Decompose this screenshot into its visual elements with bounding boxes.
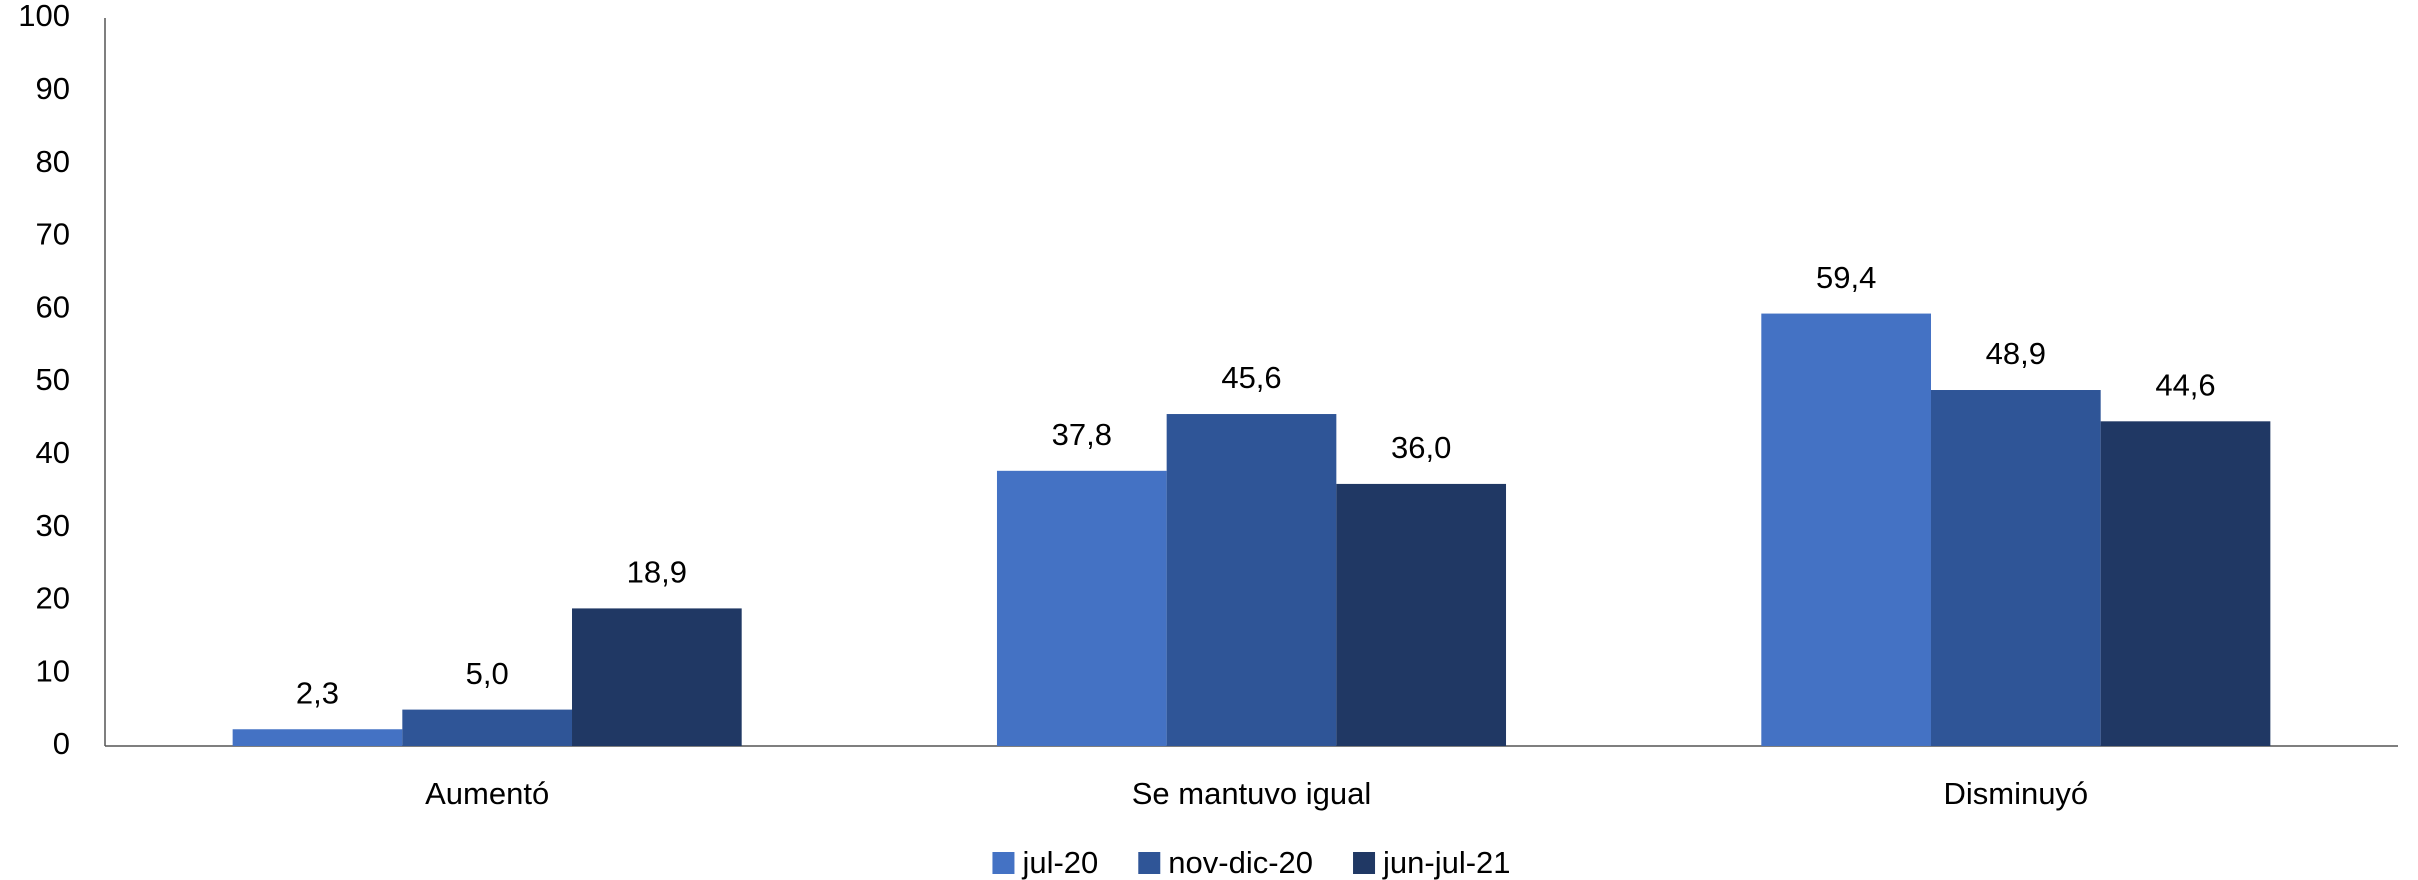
legend-label: nov-dic-20 [1168, 845, 1313, 880]
data-label: 2,3 [296, 675, 339, 710]
legend-label: jul-20 [1021, 845, 1098, 880]
y-tick-label: 80 [36, 144, 70, 179]
x-tick-label: Se mantuvo igual [1132, 776, 1372, 811]
legend-swatch [1353, 852, 1376, 874]
y-tick-label: 10 [36, 653, 70, 688]
data-label: 44,6 [2155, 367, 2215, 402]
data-label: 5,0 [466, 656, 509, 691]
data-label: 36,0 [1391, 430, 1451, 465]
y-tick-label: 50 [36, 362, 70, 397]
x-tick-label: Disminuyó [1943, 776, 2088, 811]
y-tick-label: 0 [53, 726, 70, 761]
x-tick-label: Aumentó [425, 776, 549, 811]
legend-label: jun-jul-21 [1382, 845, 1511, 880]
y-tick-label: 70 [36, 217, 70, 252]
data-label: 37,8 [1052, 417, 1112, 452]
data-label: 59,4 [1816, 260, 1876, 295]
y-tick-label: 30 [36, 508, 70, 543]
data-label: 18,9 [627, 555, 687, 590]
bar [1166, 414, 1337, 746]
data-label: 45,6 [1221, 360, 1281, 395]
legend-swatch [992, 852, 1015, 874]
y-tick-label: 20 [36, 581, 70, 616]
bar [1761, 313, 1931, 746]
bar [1336, 483, 1507, 746]
legend: jul-20 nov-dic-20 jun-jul-21 [992, 845, 1511, 880]
bar [996, 470, 1167, 746]
y-tick-label: 40 [36, 435, 70, 470]
legend-swatch [1138, 852, 1161, 874]
y-tick-label: 90 [36, 71, 70, 106]
y-tick-label: 60 [36, 289, 70, 324]
bar [402, 709, 573, 746]
y-tick-label: 100 [18, 0, 70, 33]
bar [232, 729, 403, 746]
bar [1930, 390, 2101, 746]
bar [572, 608, 742, 746]
data-label: 48,9 [1986, 336, 2046, 371]
bar [2100, 421, 2271, 746]
